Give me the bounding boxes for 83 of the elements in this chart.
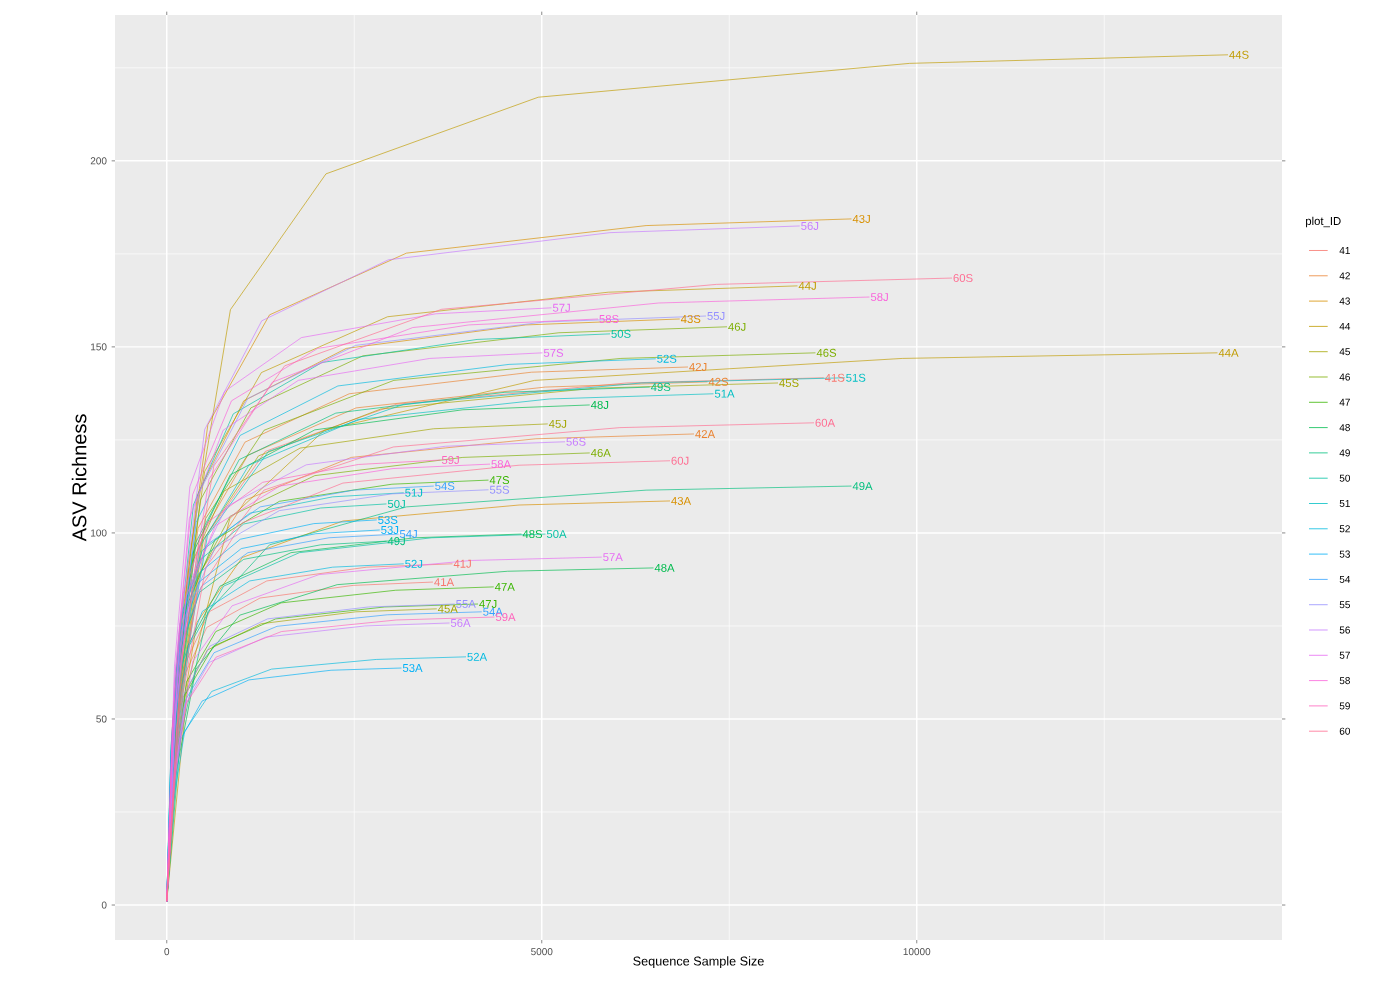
x-tick-label: 0 — [164, 948, 170, 956]
series-label: 52J — [405, 559, 423, 568]
series-label: 57A — [603, 553, 623, 562]
series-label: 52S — [657, 354, 677, 363]
text: 55 — [1339, 601, 1350, 609]
legend-title: plot_ID — [1306, 216, 1341, 228]
text: 42 — [1339, 272, 1350, 280]
text: 50 — [1339, 474, 1351, 482]
y-tick-label: 150 — [91, 343, 107, 351]
y-tick-label: 0 — [101, 901, 107, 909]
series-label: 57J — [552, 303, 570, 312]
y-tick-label: 200 — [90, 157, 107, 165]
series-label: 51S — [846, 373, 866, 382]
text: 56 — [1339, 626, 1350, 634]
text: 60 — [1339, 727, 1351, 735]
series-label: 58J — [870, 293, 888, 302]
series-label: 42J — [689, 362, 707, 371]
series-label: 54J — [399, 530, 417, 538]
series-label: 50S — [611, 329, 631, 338]
series-label: 48J — [590, 400, 609, 409]
series-label: 43S — [680, 314, 701, 323]
series-label: 43J — [852, 214, 870, 223]
series-label: 55S — [489, 485, 510, 494]
text: 57 — [1339, 651, 1350, 659]
series-label: 44J — [798, 281, 816, 290]
series-label: 50J — [387, 499, 405, 508]
series-label: 44S — [1229, 50, 1249, 59]
series-label: 49J — [387, 537, 405, 546]
series-label: 53A — [402, 664, 423, 673]
series-label: 46A — [590, 448, 611, 457]
y-axis-title: ASV Richness — [71, 414, 87, 542]
series-label: 54S — [435, 482, 455, 491]
text: 58 — [1339, 677, 1350, 685]
series-label: 53J — [381, 525, 399, 534]
series-label: 53S — [378, 515, 398, 524]
series-label: 47J — [479, 600, 497, 608]
series-label: 47A — [494, 582, 515, 591]
series-label: 57S — [543, 348, 564, 357]
series-label: 49A — [852, 482, 873, 491]
text: 41 — [1339, 247, 1350, 254]
x-axis-title: Sequence Sample Size — [633, 956, 764, 969]
series-label: 52A — [467, 652, 488, 661]
text: 53 — [1339, 550, 1350, 558]
series-label: 60S — [953, 274, 973, 283]
x-tick-label: 5000 — [531, 948, 553, 956]
series-label: 46S — [816, 348, 837, 357]
series-label: 48S — [522, 530, 543, 539]
series-label: 41A — [434, 578, 455, 586]
y-tick-label: 50 — [96, 715, 107, 723]
text: 48 — [1339, 424, 1350, 432]
text: 59 — [1339, 702, 1350, 710]
series-label: 60J — [671, 456, 689, 465]
series-label: 51J — [405, 488, 423, 497]
text: 45 — [1339, 348, 1350, 356]
series-label: 58A — [491, 460, 512, 469]
series-label: 56S — [566, 437, 586, 446]
series-label: 55J — [707, 312, 725, 320]
text: 54 — [1339, 575, 1351, 583]
series-label: 42A — [695, 430, 716, 438]
text: 46 — [1339, 373, 1350, 381]
y-tick-label: 100 — [91, 529, 107, 537]
text: 52 — [1339, 525, 1350, 533]
series-label: 46J — [728, 322, 746, 331]
x-tick-label: 10000 — [903, 948, 931, 956]
series-label: 45J — [548, 419, 567, 428]
text: 49 — [1339, 449, 1350, 457]
text: 51 — [1339, 500, 1350, 507]
series-label: 56A — [450, 618, 471, 627]
series-label: 49S — [650, 383, 671, 392]
series-label: 41J — [453, 559, 471, 568]
text: 44 — [1339, 322, 1351, 330]
text: 43 — [1339, 297, 1350, 305]
series-label: 50A — [546, 530, 567, 539]
series-label: 44A — [1218, 348, 1239, 357]
series-label: 51A — [714, 389, 735, 398]
series-label: 45S — [779, 378, 799, 387]
series-label: 43A — [671, 496, 692, 505]
series-label: 48A — [654, 563, 675, 572]
series-label: 45A — [437, 604, 458, 613]
text: 47 — [1339, 398, 1350, 406]
series-label: 56J — [801, 221, 819, 230]
series-label: 47S — [489, 476, 510, 485]
series-label: 60A — [815, 418, 836, 427]
